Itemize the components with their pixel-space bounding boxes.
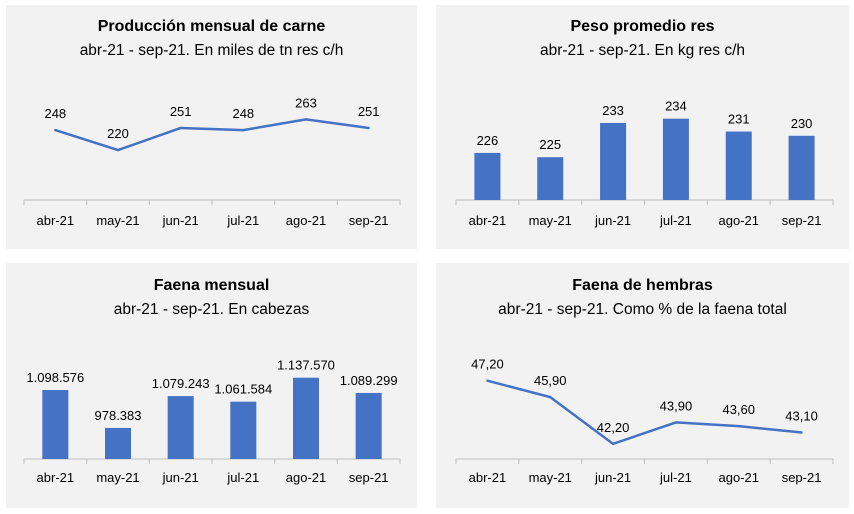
bar-mark bbox=[167, 396, 194, 459]
data-label: 251 bbox=[170, 104, 192, 119]
data-label: 230 bbox=[791, 116, 813, 131]
bar-mark bbox=[293, 377, 319, 459]
x-tick-label: ago-21 bbox=[286, 470, 326, 485]
line-point bbox=[486, 379, 489, 382]
chart-subtitle: abr-21 - sep-21. Como % de la faena tota… bbox=[498, 301, 787, 318]
chart-panel-hembras: Faena de hembras abr-21 - sep-21. Como %… bbox=[436, 263, 849, 508]
chart-subtitle: abr-21 - sep-21. En kg res c/h bbox=[539, 42, 746, 59]
bar-mark bbox=[355, 392, 382, 459]
bar-mark bbox=[600, 122, 627, 200]
data-label: 251 bbox=[358, 104, 380, 119]
chart-panel-faena: Faena mensual abr-21 - sep-21. En cabeza… bbox=[6, 263, 417, 508]
x-tick-label: may-21 bbox=[529, 213, 572, 228]
line-point bbox=[367, 126, 370, 130]
data-label: 43,90 bbox=[660, 398, 693, 413]
line-point bbox=[674, 421, 678, 424]
chart-panel-produccion: Producción mensual de carne abr-21 - sep… bbox=[6, 5, 417, 249]
line-point bbox=[116, 148, 120, 152]
x-tick-label: may-21 bbox=[529, 470, 572, 485]
line-point bbox=[304, 118, 308, 121]
data-label: 1.061.584 bbox=[214, 382, 272, 397]
data-label: 231 bbox=[728, 112, 750, 127]
series-line bbox=[487, 379, 802, 446]
data-label: 248 bbox=[44, 106, 66, 121]
data-label: 248 bbox=[232, 106, 254, 121]
x-tick-label: sep-21 bbox=[782, 470, 822, 485]
chart-title: Faena mensual bbox=[153, 277, 270, 294]
data-label: 42,20 bbox=[597, 420, 630, 435]
bar-mark bbox=[537, 157, 564, 200]
chart-svg: 226 225 233 234 231 230 abr-21 may-21 jun-21 jul-… bbox=[455, 99, 834, 228]
data-label: 226 bbox=[477, 133, 499, 148]
line-point bbox=[179, 126, 182, 130]
data-label: 47,20 bbox=[471, 357, 504, 372]
x-tick-label: jul-21 bbox=[226, 213, 259, 228]
x-tick-label: ago-21 bbox=[719, 470, 759, 485]
x-tick-label: sep-21 bbox=[349, 213, 389, 228]
x-tick-label: jun-21 bbox=[162, 470, 199, 485]
x-tick-label: ago-21 bbox=[719, 213, 759, 228]
data-label: 1.079.243 bbox=[152, 376, 210, 391]
data-label: 220 bbox=[107, 126, 129, 141]
chart-subtitle: abr-21 - sep-21. En cabezas bbox=[113, 301, 310, 318]
line-point bbox=[549, 395, 552, 399]
bar-mark bbox=[42, 390, 69, 459]
bar-mark bbox=[662, 118, 689, 200]
chart-subtitle: abr-21 - sep-21. En miles de tn res c/h bbox=[79, 42, 344, 59]
line-point bbox=[611, 442, 615, 446]
data-label: 43,10 bbox=[785, 408, 818, 423]
line-point bbox=[737, 424, 740, 428]
chart-svg: 1.098.576 978.383 1.079.243 1.061.584 1.137.… bbox=[23, 358, 401, 485]
data-label: 1.098.576 bbox=[26, 370, 84, 385]
data-label: 263 bbox=[295, 95, 317, 110]
data-label: 233 bbox=[602, 103, 624, 118]
x-tick-label: abr-21 bbox=[37, 213, 75, 228]
data-label: 1.137.570 bbox=[277, 358, 335, 373]
bar-mark bbox=[788, 135, 815, 200]
x-tick-label: jun-21 bbox=[594, 470, 631, 485]
x-tick-label: jul-21 bbox=[659, 470, 692, 485]
x-tick-label: sep-21 bbox=[782, 213, 822, 228]
series-line bbox=[54, 118, 369, 152]
bar-mark bbox=[474, 152, 501, 200]
chart-svg: 248 220 251 248 263 251 abr-21 may-21 jun-21 jul-… bbox=[23, 95, 401, 228]
data-label: 1.089.299 bbox=[340, 373, 398, 388]
bar-mark bbox=[105, 427, 131, 459]
chart-panel-peso: Peso promedio res abr-21 - sep-21. En kg… bbox=[436, 5, 849, 249]
x-tick-label: may-21 bbox=[96, 213, 139, 228]
x-tick-label: ago-21 bbox=[286, 213, 326, 228]
x-tick-label: abr-21 bbox=[37, 470, 75, 485]
line-point bbox=[54, 128, 57, 132]
x-tick-label: abr-21 bbox=[469, 470, 507, 485]
line-point bbox=[242, 128, 245, 132]
data-label: 234 bbox=[665, 99, 687, 114]
data-label: 45,90 bbox=[534, 373, 567, 388]
bar-mark bbox=[725, 131, 752, 200]
chart-title: Peso promedio res bbox=[570, 18, 715, 35]
chart-title: Producción mensual de carne bbox=[97, 18, 326, 35]
chart-title: Faena de hembras bbox=[572, 277, 713, 294]
x-tick-label: jul-21 bbox=[226, 470, 259, 485]
data-label: 225 bbox=[539, 137, 561, 152]
x-tick-label: jun-21 bbox=[594, 213, 631, 228]
line-point bbox=[800, 431, 803, 434]
x-tick-label: jun-21 bbox=[162, 213, 199, 228]
data-label: 43,60 bbox=[722, 402, 755, 417]
x-tick-label: sep-21 bbox=[349, 470, 389, 485]
x-tick-label: jul-21 bbox=[659, 213, 692, 228]
bar-mark bbox=[230, 401, 257, 459]
data-label: 978.383 bbox=[95, 408, 142, 423]
x-tick-label: may-21 bbox=[96, 470, 139, 485]
x-tick-label: abr-21 bbox=[469, 213, 507, 228]
chart-svg: 47,20 45,90 42,20 43,90 43,60 43,10 abr-21 may-… bbox=[455, 357, 834, 485]
